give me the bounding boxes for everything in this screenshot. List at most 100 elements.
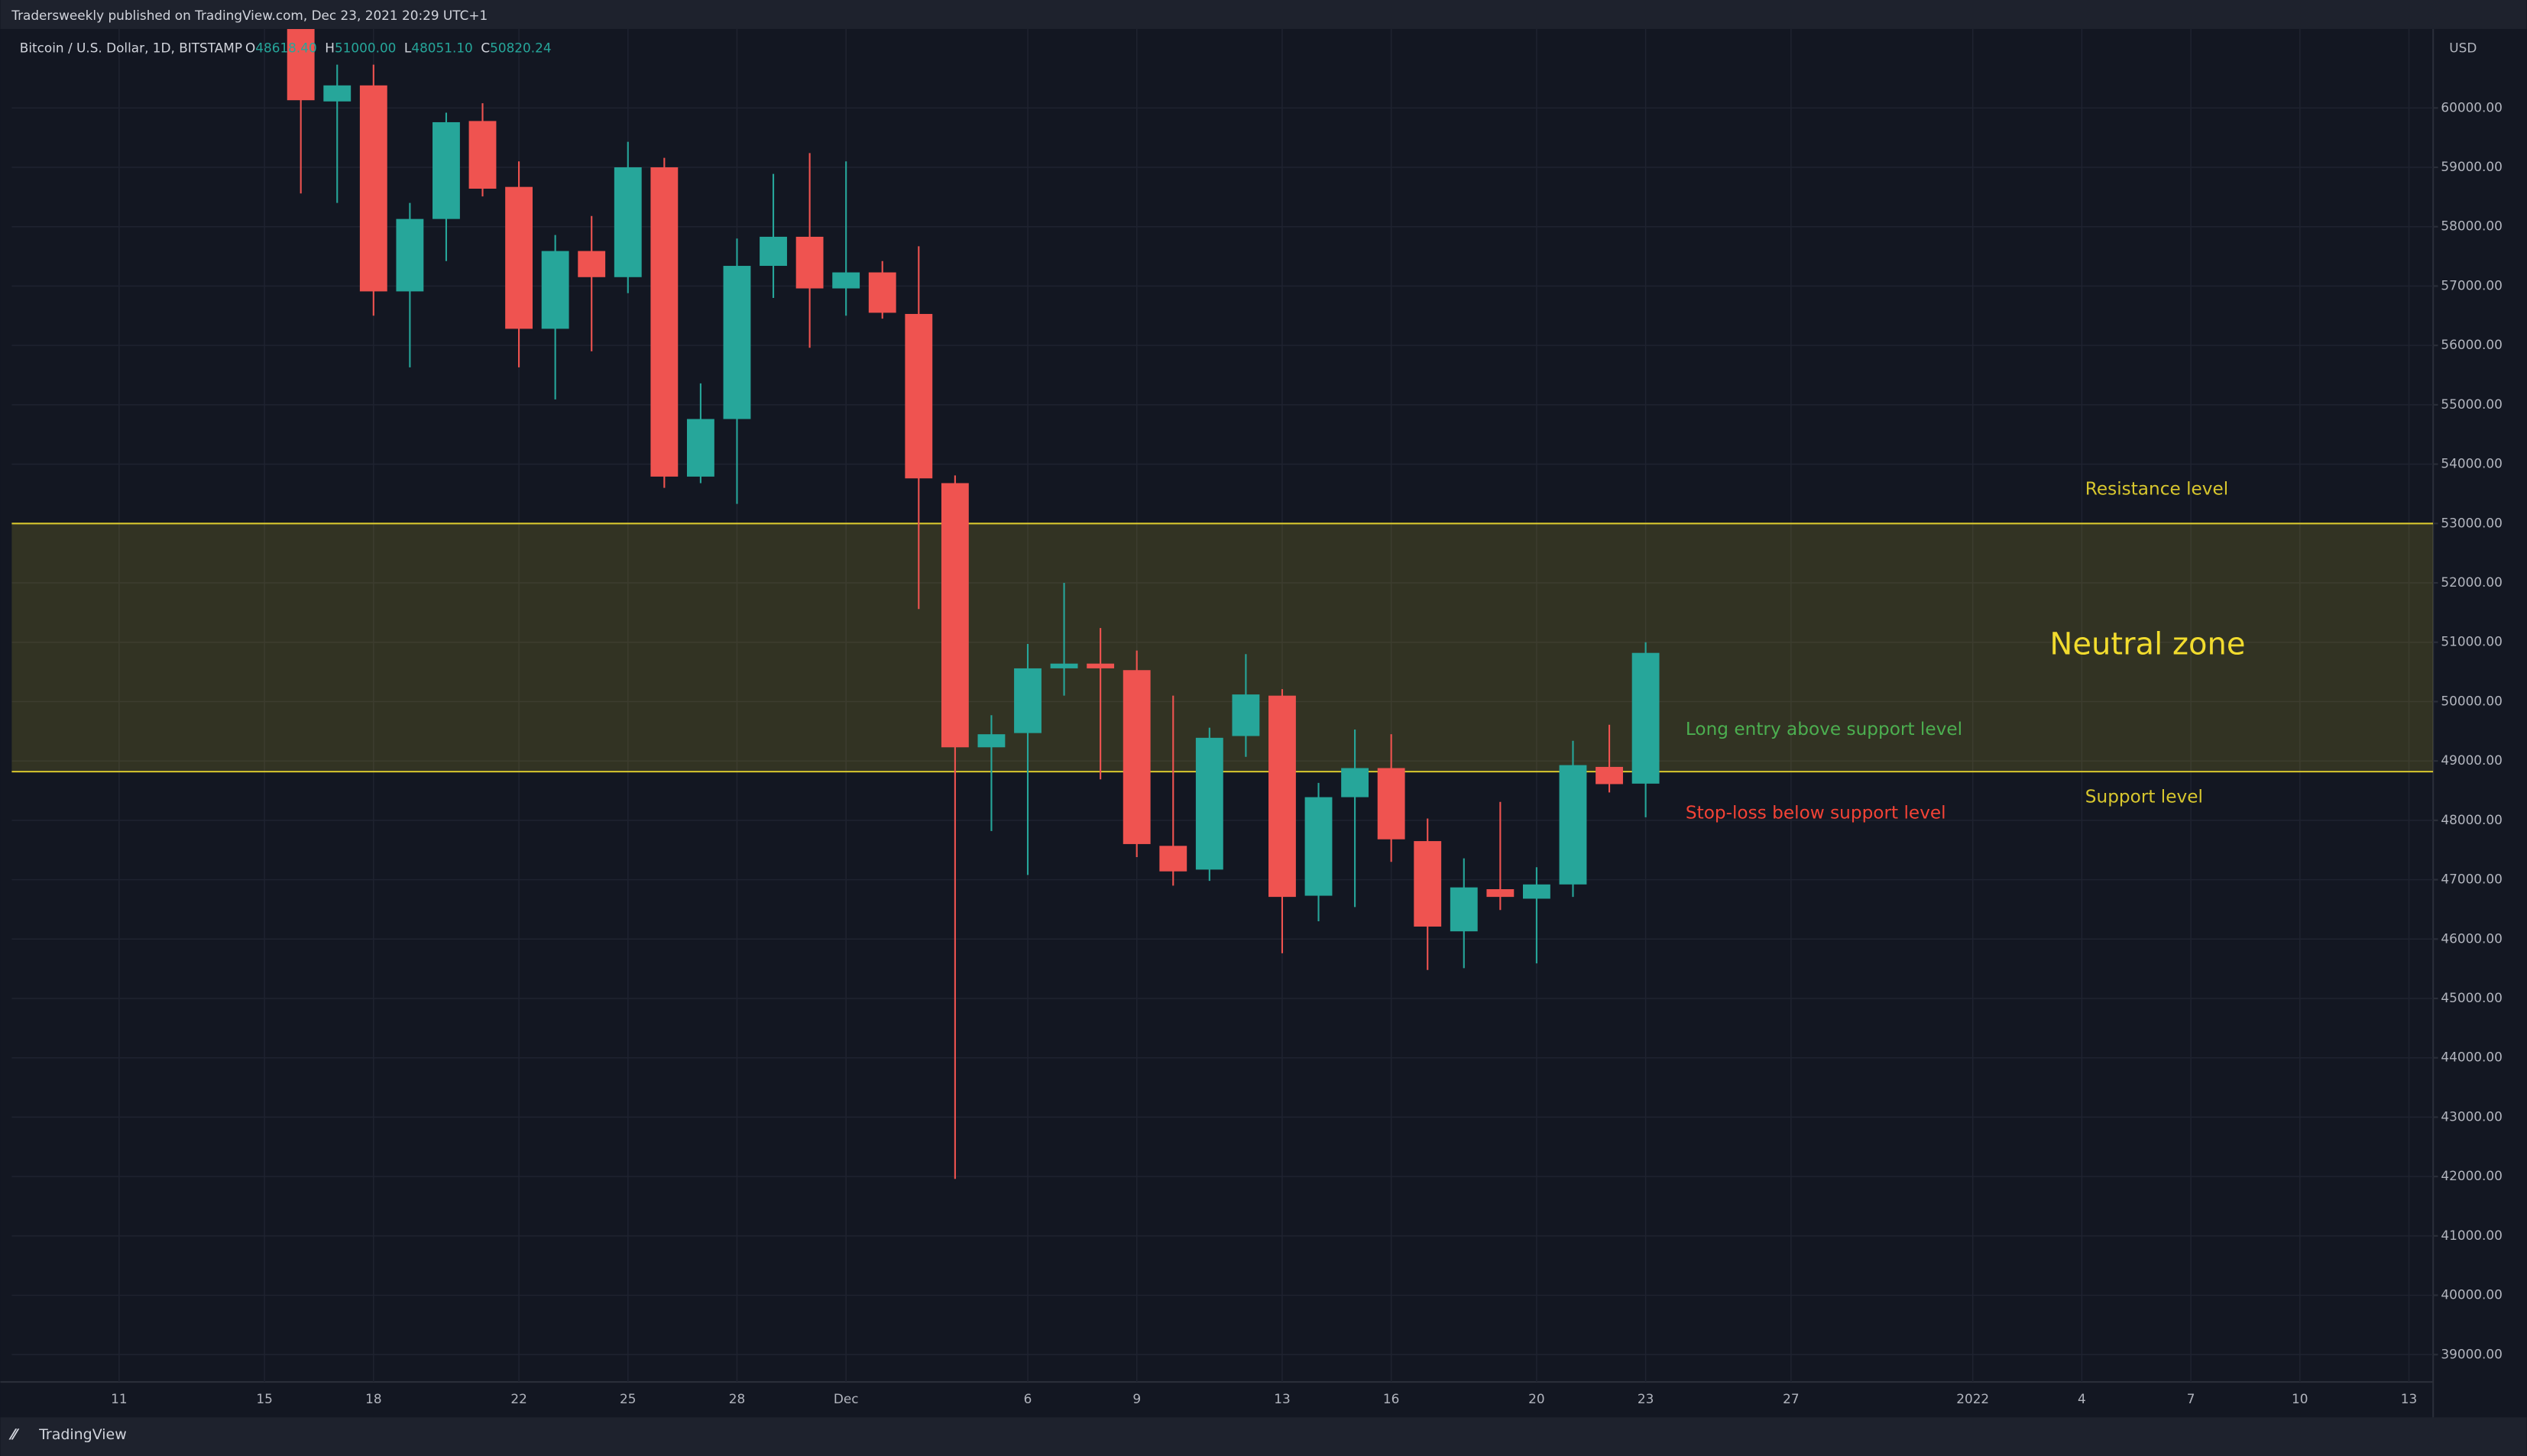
y-tick-label: 51000.00	[2441, 634, 2502, 649]
neutral-zone	[11, 523, 2434, 772]
candle-body	[1123, 670, 1151, 844]
ohlc-key: L	[404, 40, 412, 55]
y-tick-label: 40000.00	[2441, 1287, 2502, 1302]
x-tick-label: 16	[1383, 1391, 1399, 1406]
candle-body	[1195, 737, 1223, 870]
y-tick-label: 41000.00	[2441, 1228, 2502, 1243]
x-tick-label: 11	[111, 1391, 127, 1406]
candle-body	[287, 28, 315, 101]
candle-body	[323, 85, 352, 102]
y-tick-label: 48000.00	[2441, 812, 2502, 827]
ohlc-value: 48618.40	[255, 40, 316, 55]
x-tick-label: 28	[729, 1391, 745, 1406]
candle-body	[1232, 694, 1260, 736]
y-tick-label: 45000.00	[2441, 990, 2502, 1005]
candle-body	[541, 251, 569, 329]
y-tick-label: 55000.00	[2441, 396, 2502, 412]
candle-body	[1450, 887, 1478, 932]
x-tick-label: 9	[1132, 1391, 1141, 1406]
ohlc-value: 50820.24	[490, 40, 551, 55]
x-tick-label: 20	[1528, 1391, 1544, 1406]
x-tick-label: 4	[2078, 1391, 2086, 1406]
footer: TradingView	[38, 1426, 127, 1443]
candle-body	[760, 236, 787, 267]
candle-body	[1486, 889, 1515, 898]
x-tick-label: 13	[1274, 1391, 1290, 1406]
annotation: Stop-loss below support level	[1686, 802, 1946, 823]
candle-body	[1559, 765, 1587, 885]
header: Tradersweekly published on TradingView.c…	[11, 8, 488, 23]
candle-body	[578, 251, 606, 277]
zone-label: Neutral zone	[2049, 627, 2245, 662]
candle-body	[1596, 766, 1623, 785]
y-tick-label: 49000.00	[2441, 752, 2502, 768]
ohlc-legend: O48618.40 H51000.00 L48051.10 C50820.24	[245, 40, 552, 55]
candle-body	[723, 266, 751, 419]
candle-body	[468, 121, 497, 189]
y-tick-label: 43000.00	[2441, 1108, 2502, 1124]
plot	[11, 28, 2434, 1383]
y-tick-label: 50000.00	[2441, 693, 2502, 708]
candle-body	[1341, 768, 1369, 798]
candle-body	[795, 236, 824, 289]
y-tick-label: 56000.00	[2441, 337, 2502, 352]
y-tick-label: 39000.00	[2441, 1346, 2502, 1361]
candle-body	[433, 121, 460, 219]
level-label: Resistance level	[2085, 479, 2228, 500]
candle-body	[650, 167, 679, 477]
candle-body	[1631, 652, 1660, 784]
candle-body	[868, 272, 896, 313]
x-tick-label: 7	[2187, 1391, 2195, 1406]
y-tick-label: 60000.00	[2441, 99, 2502, 115]
x-tick-label: 13	[2401, 1391, 2417, 1406]
annotation: Long entry above support level	[1686, 719, 1962, 739]
candle-body	[686, 419, 714, 477]
ohlc-key: O	[245, 40, 255, 55]
ohlc-key: H	[325, 40, 335, 55]
ohlc-key: C	[481, 40, 490, 55]
y-tick-label: 44000.00	[2441, 1050, 2502, 1065]
y-tick-label: 46000.00	[2441, 930, 2502, 946]
candle-body	[614, 167, 642, 277]
ohlc-value: 48051.10	[411, 40, 472, 55]
candle-body	[359, 85, 387, 292]
candle-body	[1014, 668, 1042, 733]
candle-body	[1304, 797, 1333, 896]
x-tick-label: 10	[2292, 1391, 2308, 1406]
candle-body	[1087, 663, 1115, 668]
ohlc-value: 51000.00	[335, 40, 396, 55]
legend-title: Bitcoin / U.S. Dollar, 1D, BITSTAMP	[20, 40, 242, 55]
candle-body	[505, 186, 533, 329]
header-bar	[0, 0, 2527, 29]
currency: USD	[2449, 40, 2477, 55]
x-tick-label: 25	[620, 1391, 636, 1406]
y-tick-label: 54000.00	[2441, 456, 2502, 471]
candle-body	[832, 272, 860, 289]
candle-body	[1414, 841, 1442, 927]
footer-bar	[0, 1417, 2527, 1456]
x-tick-label: 23	[1638, 1391, 1654, 1406]
candle-body	[396, 218, 424, 292]
candle-body	[1377, 768, 1405, 840]
x-tick-label: 18	[365, 1391, 381, 1406]
candle-body	[941, 483, 969, 748]
x-tick-label: 15	[256, 1391, 272, 1406]
y-tick-label: 57000.00	[2441, 277, 2502, 293]
x-tick-label: 2022	[1956, 1391, 1989, 1406]
y-tick-label: 42000.00	[2441, 1168, 2502, 1183]
candle-body	[977, 734, 1006, 748]
y-tick-label: 53000.00	[2441, 515, 2502, 530]
y-tick-label: 59000.00	[2441, 159, 2502, 174]
x-tick-label: 6	[1024, 1391, 1032, 1406]
candle-body	[1522, 884, 1550, 899]
candle-body	[1268, 695, 1296, 898]
x-tick-label: Dec	[834, 1391, 859, 1406]
x-tick-label: 22	[510, 1391, 526, 1406]
y-tick-label: 47000.00	[2441, 872, 2502, 887]
candle-body	[905, 313, 933, 479]
y-tick-label: 58000.00	[2441, 218, 2502, 234]
x-tick-label: 27	[1783, 1391, 1799, 1406]
level-label: Support level	[2085, 786, 2203, 807]
y-tick-label: 52000.00	[2441, 574, 2502, 590]
